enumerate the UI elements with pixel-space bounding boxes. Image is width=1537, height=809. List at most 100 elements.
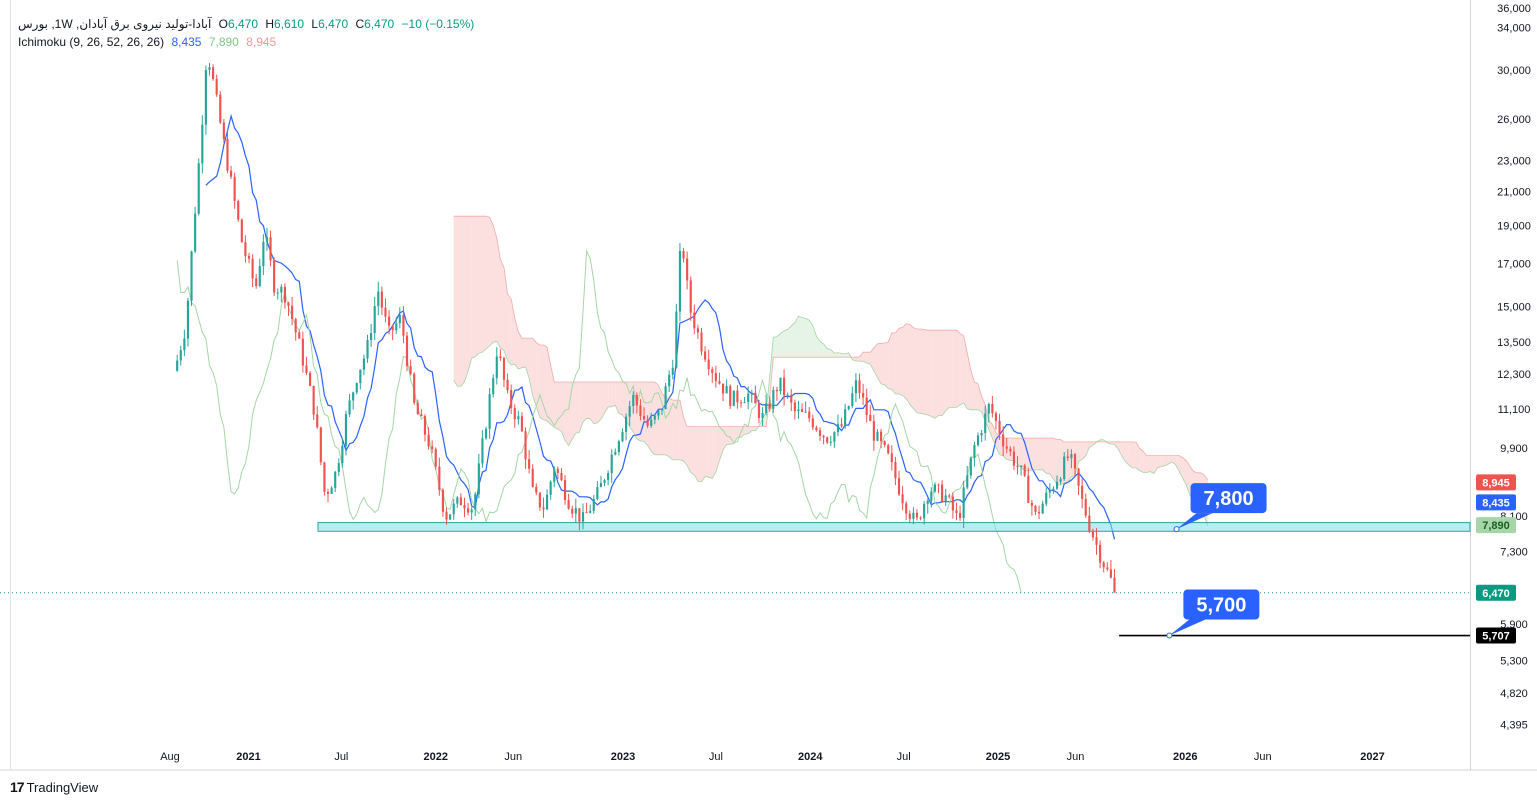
cloud-segment	[1132, 441, 1137, 469]
cloud-segment	[496, 238, 501, 348]
open-label: O	[218, 17, 228, 31]
candle-body	[355, 383, 358, 393]
price-tag-text: 6,470	[1482, 588, 1510, 600]
price-tick-label: 15,000	[1497, 301, 1531, 313]
candle-body	[973, 445, 976, 458]
candle-body	[617, 441, 620, 453]
cloud-segment	[518, 331, 522, 370]
callout-box	[1190, 483, 1267, 514]
time-tick-label: 2023	[611, 751, 635, 763]
candle-body	[984, 413, 987, 434]
price-tick-label: 4,395	[1500, 720, 1528, 732]
price-axis[interactable]: 36,000 34,000 30,000 26,000 23,000 21,000 19,0…	[1497, 3, 1531, 732]
candle-body	[915, 512, 919, 518]
candle-body	[1070, 454, 1073, 459]
candle-body	[294, 319, 297, 333]
candle-body	[700, 332, 703, 352]
price-tick-label: 26,000	[1497, 114, 1531, 126]
candle-body	[280, 286, 283, 293]
candle-body	[502, 358, 506, 380]
candle-body	[563, 480, 567, 501]
cloud-segment	[773, 336, 777, 358]
cloud-segment	[809, 320, 813, 358]
candle-body	[334, 471, 337, 488]
symbol-name[interactable]: آبادا-تولید نیروی برق آبادان, 1W, بورس	[18, 17, 212, 31]
cloud-segment	[1136, 442, 1140, 471]
candle-body	[718, 381, 721, 384]
cloud-segment	[1161, 455, 1165, 467]
candle-body	[549, 481, 552, 495]
candle-body	[944, 495, 947, 502]
candle-body	[499, 356, 502, 359]
candle-body	[326, 491, 330, 494]
candle-body	[456, 497, 459, 504]
time-axis[interactable]: Aug 2021 Jul 2022 Jun 2023 Jul 2024 Jul 2025 Jun 20…	[160, 751, 1385, 763]
candle-body	[441, 489, 445, 512]
cloud-segment	[547, 346, 551, 425]
candle-body	[887, 445, 890, 454]
candle-body	[707, 359, 710, 370]
price-tag: 5,707	[1476, 627, 1516, 644]
candle-body	[283, 286, 286, 303]
cloud-segment	[460, 216, 465, 387]
cloud-segment	[579, 382, 583, 433]
candle-body	[815, 427, 818, 431]
cloud-segment	[554, 382, 558, 430]
cloud-segment	[1182, 457, 1187, 486]
cloud-segment	[647, 382, 652, 452]
cloud-segment	[1006, 438, 1011, 461]
cloud-segment	[683, 416, 688, 466]
candle-body	[251, 258, 254, 279]
candle-body	[919, 517, 922, 519]
candle-body	[370, 333, 373, 341]
cloud-segment	[679, 400, 684, 462]
candle-body	[560, 472, 563, 481]
candle-body	[449, 514, 452, 520]
candle-body	[1102, 562, 1105, 568]
candle-body	[822, 435, 825, 438]
candle-body	[495, 356, 498, 379]
annotations[interactable]: 7,800 5,700	[1119, 483, 1470, 639]
cloud-segment	[669, 398, 673, 460]
cloud-segment	[1089, 441, 1093, 448]
cloud-segment	[550, 365, 555, 428]
candle-body	[714, 372, 717, 382]
candle-body	[553, 468, 556, 482]
tradingview-logo[interactable]: 17 TradingView	[10, 779, 98, 795]
cloud-segment	[608, 382, 612, 407]
candle-body	[1063, 456, 1066, 480]
candle-body	[581, 512, 585, 522]
support-zone[interactable]	[317, 522, 1471, 532]
candle-body	[1091, 530, 1095, 538]
candle-body	[1020, 465, 1023, 467]
cloud-segment	[751, 426, 756, 431]
candle-body	[851, 393, 854, 407]
candle-body	[359, 369, 362, 384]
indicator-name[interactable]: Ichimoku (9, 26, 52, 26, 26)	[18, 35, 165, 49]
time-tick-label: Jun	[504, 751, 522, 763]
cloud-segment	[1082, 441, 1086, 460]
candle-body	[664, 386, 667, 410]
candle-body	[1009, 448, 1012, 452]
candle-body	[247, 255, 251, 259]
candle-body	[571, 508, 574, 514]
cloud-segment	[701, 426, 706, 482]
candle-body	[650, 419, 653, 426]
candle-body	[589, 510, 592, 513]
cloud-segment	[618, 382, 623, 416]
change-value: −10 (−0.15%)	[401, 17, 475, 31]
candle-body	[1081, 485, 1084, 499]
price-tick-label: 23,000	[1497, 156, 1531, 168]
candle-body	[757, 403, 761, 419]
candle-body	[750, 392, 753, 394]
time-tick-label: Jul	[334, 751, 348, 763]
candle-body	[208, 67, 211, 70]
cloud-segment	[615, 382, 619, 414]
close-value: 6,470	[364, 17, 395, 31]
candle-body	[793, 402, 796, 412]
candle-body	[269, 237, 272, 261]
cloud-segment	[468, 216, 472, 372]
candle-body	[610, 454, 613, 474]
